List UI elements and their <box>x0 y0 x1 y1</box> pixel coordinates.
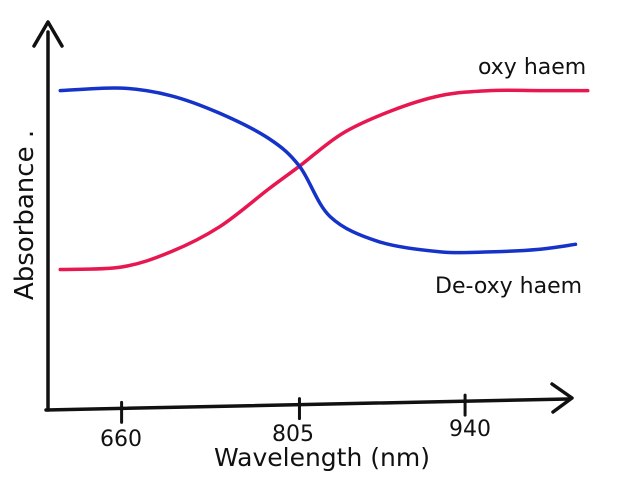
series-line-oxy-haem <box>58 88 590 272</box>
series-lines <box>58 86 590 272</box>
y-axis-label: Absorbance . <box>10 130 40 300</box>
x-tick-label-805: 805 <box>272 422 314 447</box>
x-axis-arrowhead <box>550 382 574 414</box>
x-tick-marks <box>120 393 467 424</box>
x-axis-label: Wavelength (nm) <box>214 443 430 472</box>
x-tick-label-940: 940 <box>449 417 491 442</box>
x-axis-line <box>44 397 570 412</box>
y-axis-arrowhead <box>32 20 64 48</box>
series-label-deoxy-haem: De-oxy haem <box>435 274 582 299</box>
x-tick-label-660: 660 <box>100 427 142 452</box>
series-label-oxy-haem: oxy haem <box>478 55 586 80</box>
series-line-deoxy-haem <box>58 86 578 255</box>
